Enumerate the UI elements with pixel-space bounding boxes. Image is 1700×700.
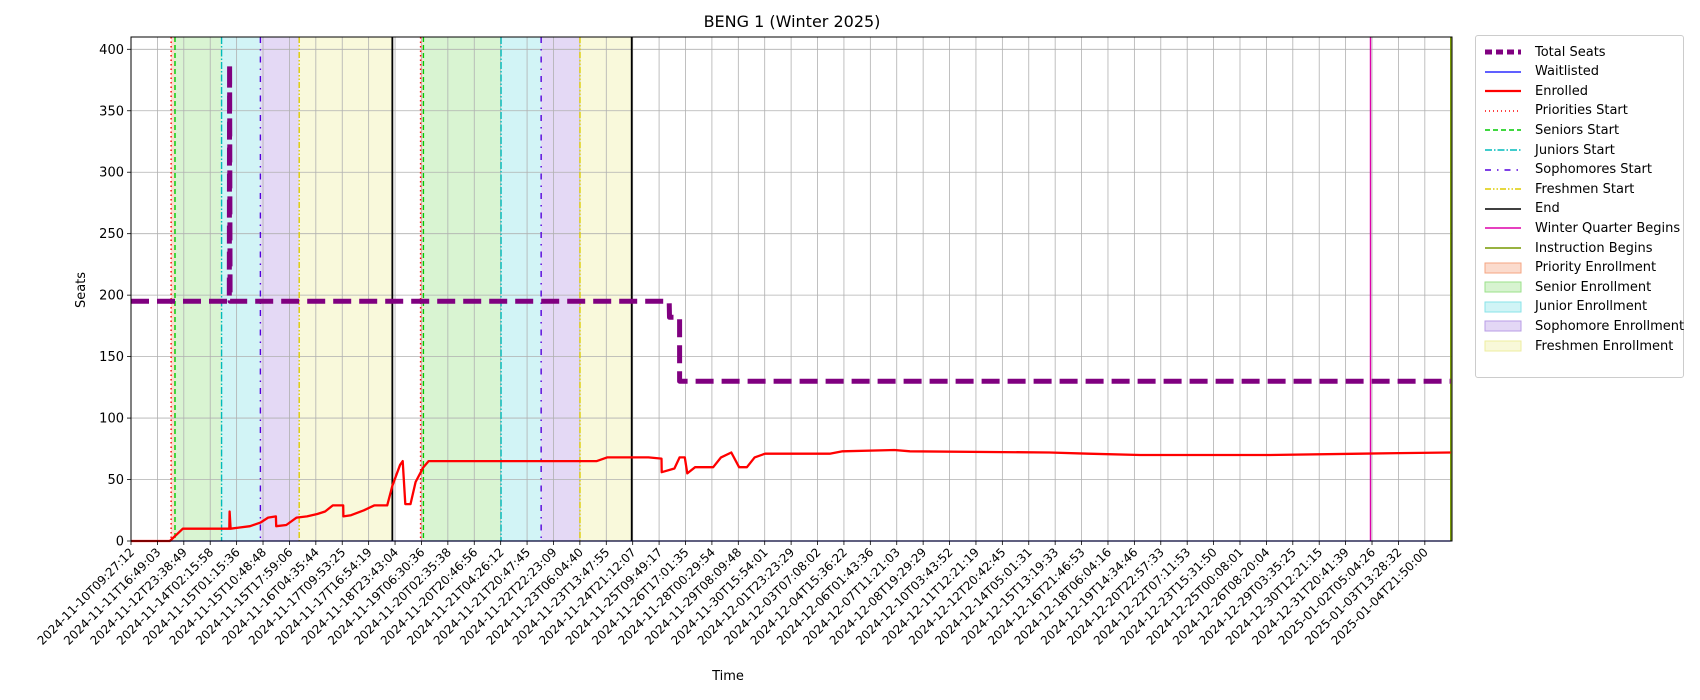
legend-swatch <box>1485 70 1521 73</box>
enrollment-span <box>423 37 502 541</box>
enrollment-span <box>171 37 175 541</box>
legend-swatch <box>1484 320 1522 332</box>
legend-label: Priority Enrollment <box>1535 260 1657 276</box>
y-tick-label: 250 <box>99 227 124 242</box>
legend-swatch <box>1485 149 1521 151</box>
y-tick-label: 50 <box>107 473 124 488</box>
legend-label: Waitlisted <box>1535 64 1600 80</box>
chart-legend: Total Seats Waitlisted Enrolled Priorities … <box>1475 35 1684 378</box>
legend-label: End <box>1535 201 1560 217</box>
x-axis-ticks: 2024-11-10T09:27:122024-11-11T16:49:0320… <box>35 541 1431 648</box>
legend-swatch <box>1484 262 1522 274</box>
series-line <box>131 448 1451 543</box>
legend-swatch <box>1484 281 1522 293</box>
legend-item: Freshmen Start <box>1483 179 1634 199</box>
legend-item: Winter Quarter Begins <box>1483 218 1680 238</box>
legend-label: Sophomores Start <box>1535 162 1652 178</box>
x-axis-label: Time <box>711 669 744 684</box>
legend-patch <box>1484 281 1522 293</box>
legend-label: Sophomore Enrollment <box>1535 318 1685 334</box>
legend-swatch <box>1485 110 1521 112</box>
legend-patch <box>1484 262 1522 274</box>
legend-item: Waitlisted <box>1483 62 1599 82</box>
legend-label: Winter Quarter Begins <box>1535 220 1681 236</box>
legend-swatch <box>1485 188 1521 190</box>
legend-item: Sophomores Start <box>1483 160 1652 180</box>
legend-patch <box>1484 320 1522 332</box>
enrollment-span <box>260 37 300 541</box>
legend-label: Total Seats <box>1535 44 1606 60</box>
legend-swatch <box>1485 247 1521 249</box>
legend-patch <box>1484 301 1522 313</box>
legend-swatch <box>1485 227 1521 230</box>
milestone-lines <box>170 37 1452 541</box>
legend-swatch <box>1485 49 1521 55</box>
legend-label: Junior Enrollment <box>1535 299 1648 315</box>
grid-lines <box>130 37 1452 542</box>
y-axis-label: Seats <box>74 272 89 308</box>
legend-swatch <box>1484 340 1522 352</box>
legend-label: Juniors Start <box>1535 142 1615 158</box>
enrollment-span <box>299 37 393 541</box>
legend-swatch <box>1485 129 1521 132</box>
y-tick-label: 300 <box>99 166 124 181</box>
legend-swatch <box>1485 208 1521 210</box>
legend-item: Sophomore Enrollment <box>1483 316 1684 336</box>
legend-label: Enrolled <box>1535 83 1588 99</box>
legend-item: Priorities Start <box>1483 101 1628 121</box>
series-line <box>131 61 1451 384</box>
y-tick-label: 100 <box>99 412 124 427</box>
legend-item: Instruction Begins <box>1483 238 1653 258</box>
enrollment-period-spans <box>171 37 632 541</box>
legend-label: Freshmen Enrollment <box>1535 338 1674 354</box>
legend-label: Freshmen Start <box>1535 181 1635 197</box>
enrollment-span <box>541 37 580 541</box>
legend-label: Instruction Begins <box>1535 240 1653 256</box>
legend-item: Enrolled <box>1483 81 1588 101</box>
legend-item: Freshmen Enrollment <box>1483 336 1673 356</box>
legend-swatch <box>1485 90 1521 93</box>
legend-item: Senior Enrollment <box>1483 277 1651 297</box>
enrollment-span <box>501 37 542 541</box>
enrollment-span <box>174 37 222 541</box>
legend-item: Total Seats <box>1483 42 1606 62</box>
y-tick-label: 200 <box>99 289 124 304</box>
y-tick-label: 400 <box>99 43 124 58</box>
enrollment-span <box>579 37 632 541</box>
legend-item: Seniors Start <box>1483 120 1619 140</box>
legend-patch <box>1484 340 1522 352</box>
legend-item: Priority Enrollment <box>1483 258 1656 278</box>
y-axis-ticks: 0 50 100 150 200 250 300 350 400 <box>99 43 131 550</box>
y-tick-label: 0 <box>116 535 124 550</box>
legend-swatch <box>1485 168 1521 171</box>
legend-swatch <box>1484 301 1522 313</box>
legend-label: Seniors Start <box>1535 122 1620 138</box>
enrollment-span <box>420 37 424 541</box>
y-tick-label: 150 <box>99 350 124 365</box>
legend-label: Senior Enrollment <box>1535 279 1652 295</box>
legend-item: Juniors Start <box>1483 140 1615 160</box>
legend-item: End <box>1483 199 1560 219</box>
legend-label: Priorities Start <box>1535 103 1628 119</box>
y-tick-label: 350 <box>99 104 124 119</box>
chart-title: BENG 1 (Winter 2025) <box>704 12 881 31</box>
legend-item: Junior Enrollment <box>1483 297 1647 317</box>
